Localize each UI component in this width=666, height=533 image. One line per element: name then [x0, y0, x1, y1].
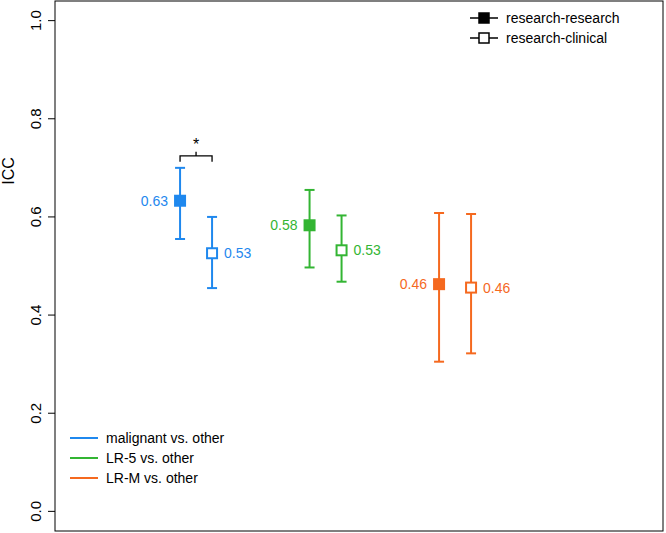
legend: research-research research-clinical — [470, 10, 620, 46]
y-tick-label: 0.2 — [27, 403, 44, 424]
legend-label: LR-M vs. other — [106, 470, 198, 486]
data-label: 0.63 — [141, 193, 168, 209]
error-cap — [337, 214, 347, 216]
point — [466, 283, 476, 293]
data-label: 0.46 — [400, 276, 427, 292]
legend-line — [70, 437, 98, 439]
y-tick-label: 0.8 — [27, 108, 44, 129]
error-cap — [305, 189, 315, 191]
y-tick — [48, 20, 55, 21]
y-tick-label: 0.4 — [27, 305, 44, 326]
y-tick-label: 1.0 — [27, 10, 44, 31]
y-tick — [48, 315, 55, 316]
error-cap — [434, 212, 444, 214]
legend-marker — [479, 33, 489, 43]
plot-frame — [55, 1, 663, 531]
legend-line — [70, 457, 98, 459]
color-legend: malignant vs. other LR-5 vs. other LR-M vs… — [70, 430, 225, 486]
data-label: 0.46 — [483, 280, 510, 296]
data-labels: 0.63 0.58 0.46 0.53 0.53 0.46 — [141, 193, 511, 296]
point — [305, 220, 315, 230]
point — [434, 279, 444, 289]
error-cap — [175, 167, 185, 169]
legend-label: research-clinical — [506, 30, 607, 46]
data-label: 0.53 — [224, 245, 251, 261]
chart: 0.0 0.2 0.4 0.6 0.8 1.0 ICC 0.63 0.58 0.46 0.53 0.5… — [0, 0, 666, 533]
y-tick-label: 0.0 — [27, 501, 44, 522]
marks — [175, 168, 476, 362]
error-cap — [434, 361, 444, 363]
legend-label: malignant vs. other — [106, 430, 225, 446]
data-label: 0.53 — [354, 242, 381, 258]
data-label: 0.58 — [270, 217, 297, 233]
error-cap — [175, 238, 185, 240]
legend-label: LR-5 vs. other — [106, 450, 194, 466]
significance-bracket — [180, 152, 212, 162]
y-tick — [48, 413, 55, 414]
point — [337, 245, 347, 255]
point — [175, 196, 185, 206]
y-tick-label: 0.6 — [27, 206, 44, 227]
y-tick — [48, 118, 55, 119]
y-tick — [48, 216, 55, 217]
y-axis-label: ICC — [0, 157, 17, 185]
point — [207, 248, 217, 258]
legend-marker — [479, 13, 489, 23]
error-cap — [337, 281, 347, 283]
legend-line — [70, 477, 98, 479]
annotation: * — [193, 136, 199, 153]
error-cap — [466, 352, 476, 354]
error-cap — [207, 287, 217, 289]
error-cap — [207, 216, 217, 218]
error-cap — [305, 266, 315, 268]
error-cap — [466, 213, 476, 215]
y-tick — [48, 511, 55, 512]
legend-label: research-research — [506, 10, 620, 26]
